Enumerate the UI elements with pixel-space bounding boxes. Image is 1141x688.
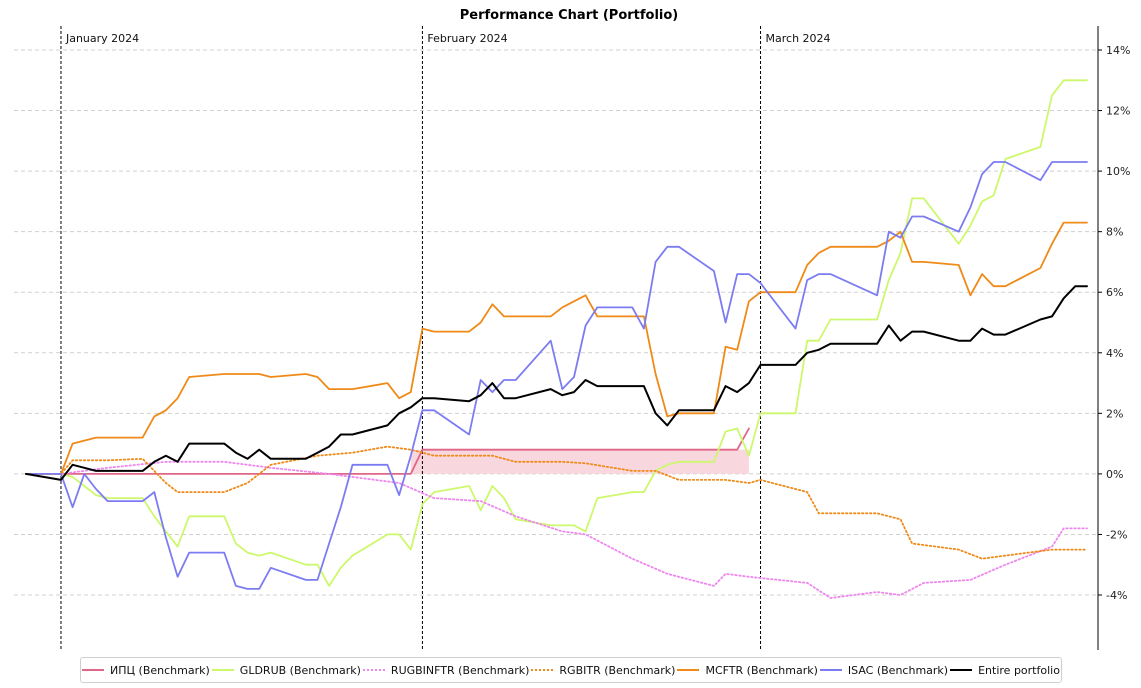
series-line-rugbinftr-benchmark bbox=[25, 460, 1088, 599]
legend-label: ИПЦ (Benchmark) bbox=[110, 663, 210, 677]
legend-swatch bbox=[531, 669, 554, 671]
legend-label: ISAC (Benchmark) bbox=[847, 663, 949, 677]
legend-swatch bbox=[819, 669, 842, 671]
series-lines bbox=[25, 79, 1088, 599]
month-markers: January 2024 February 2024 March 2024 bbox=[60, 26, 831, 650]
month-label: January 2024 bbox=[65, 32, 139, 45]
legend-item: RGBITR (Benchmark) bbox=[531, 664, 675, 677]
series-line-isac-benchmark bbox=[25, 161, 1088, 590]
legend-item: Entire portfolio bbox=[950, 664, 1060, 677]
legend-label: MCFTR (Benchmark) bbox=[705, 663, 818, 677]
y-tick-label: 8% bbox=[1106, 226, 1123, 239]
legend-item: RUGBINFTR (Benchmark) bbox=[362, 663, 530, 677]
y-tick-label: 10% bbox=[1106, 165, 1130, 178]
legend-swatch bbox=[362, 669, 385, 671]
y-tick-label: 0% bbox=[1106, 468, 1123, 481]
legend-swatch bbox=[950, 669, 973, 671]
legend-item: MCFTR (Benchmark) bbox=[677, 663, 818, 677]
legend-swatch bbox=[211, 669, 234, 671]
y-tick-label: 12% bbox=[1106, 105, 1130, 118]
y-tick-label: 4% bbox=[1106, 347, 1123, 360]
legend-swatch bbox=[82, 669, 104, 671]
y-tick-label: 6% bbox=[1106, 286, 1123, 299]
legend-label: RUGBINFTR (Benchmark) bbox=[390, 663, 530, 677]
legend-item: ИПЦ (Benchmark) bbox=[82, 664, 210, 677]
grid-lines bbox=[14, 49, 1098, 596]
y-tick-label: 14% bbox=[1106, 44, 1130, 57]
chart-legend: ИПЦ (Benchmark) GLDRUB (Benchmark) RUGBINF… bbox=[80, 657, 1062, 683]
legend-item: ISAC (Benchmark) bbox=[819, 663, 949, 677]
legend-label: RGBITR (Benchmark) bbox=[559, 663, 676, 677]
legend-label: Entire portfolio bbox=[978, 663, 1060, 677]
series-line-entire-portfolio bbox=[25, 285, 1088, 481]
month-label: March 2024 bbox=[766, 32, 831, 45]
series-line-mcftr-benchmark bbox=[25, 221, 1088, 475]
legend-item: GLDRUB (Benchmark) bbox=[211, 663, 361, 677]
chart-title: Performance Chart (Portfolio) bbox=[460, 8, 679, 23]
month-label: February 2024 bbox=[427, 32, 507, 45]
legend-label: GLDRUB (Benchmark) bbox=[239, 663, 361, 677]
y-tick-label: 2% bbox=[1106, 407, 1123, 420]
series-line-rgbitr-benchmark bbox=[25, 445, 1088, 560]
y-tick-label: -4% bbox=[1106, 589, 1127, 602]
legend-swatch bbox=[677, 669, 700, 671]
y-axis-ticks: 14% 12% 10% 8% 6% 4% 2% 0% -2% -4% bbox=[1098, 44, 1130, 602]
y-tick-label: -2% bbox=[1106, 528, 1127, 541]
